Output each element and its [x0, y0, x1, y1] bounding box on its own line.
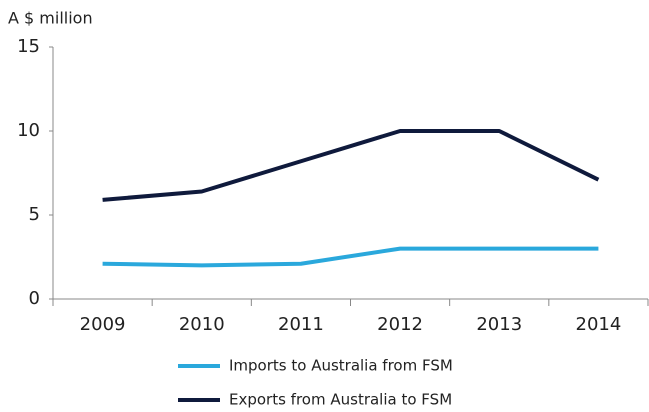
legend-label: Exports from Australia to FSM: [229, 391, 452, 409]
y-tick-label: 0: [29, 288, 40, 309]
y-tick-label: 15: [17, 36, 40, 57]
line-series: [102, 129, 600, 202]
y-tick-label: 5: [29, 204, 40, 225]
x-tick-label: 2013: [476, 314, 522, 335]
y-axis-label: A $ million: [8, 9, 93, 28]
y-tick-label: 10: [17, 120, 40, 141]
legend-label: Imports to Australia from FSM: [229, 357, 453, 375]
x-tick-label: 2011: [278, 314, 324, 335]
x-tick-label: 2012: [377, 314, 423, 335]
x-tick-label: 2010: [179, 314, 225, 335]
x-tick-label: 2009: [80, 314, 126, 335]
x-tick-label: 2014: [576, 314, 622, 335]
line-series: [102, 246, 599, 268]
